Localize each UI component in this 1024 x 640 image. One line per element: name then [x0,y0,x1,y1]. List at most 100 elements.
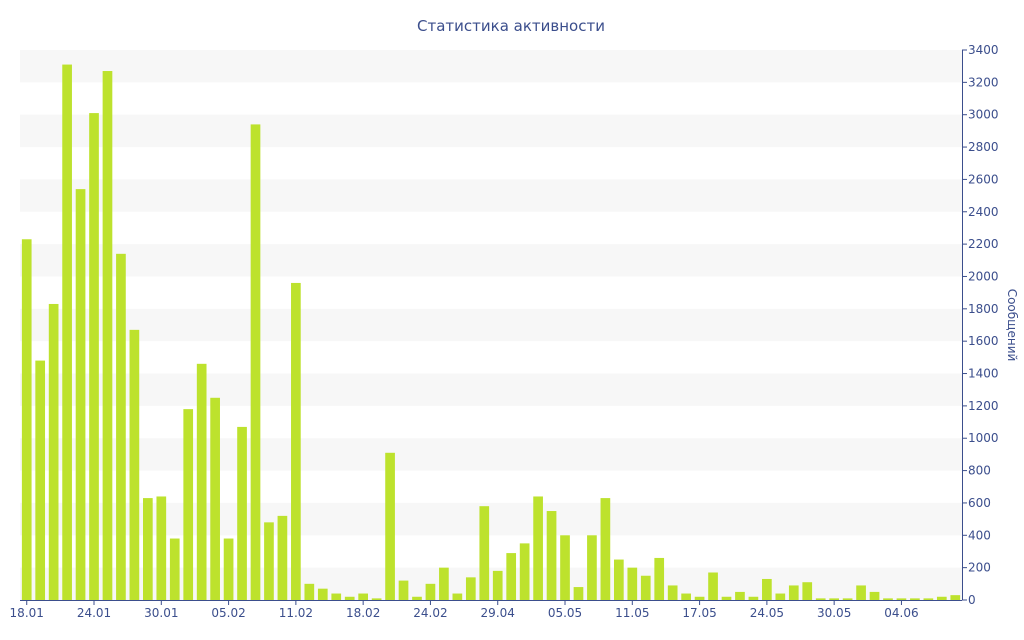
x-tick-label: 05.02 [211,606,245,620]
y-axis: 0 200 400 600 800 1000 1200 1400 1600 1800 2000 220… [962,43,999,607]
chart-title: Статистика активности [417,17,605,35]
bar [936,596,947,600]
x-tick-label: 30.05 [817,606,851,620]
bar [654,557,665,600]
bar [748,596,759,600]
x-tick-label: 24.05 [750,606,784,620]
bar [573,587,584,600]
bar [331,593,342,600]
bar [519,543,530,600]
y-tick-label: 2000 [968,269,999,283]
x-tick-label: 05.05 [548,606,582,620]
bar [291,282,301,600]
bar [883,598,893,600]
bar [856,585,866,600]
x-tick-label: 30.01 [144,606,178,620]
bar [102,71,113,600]
bar [89,113,99,600]
bar [842,598,853,600]
bar [156,496,167,600]
x-tick-label: 24.02 [413,606,447,620]
bar [116,253,126,600]
bar [910,598,920,600]
bar [210,397,220,600]
bar [506,553,517,600]
x-tick-label: 17.05 [682,606,716,620]
grid-band [20,50,962,83]
x-tick-label: 18.01 [10,606,44,620]
bar [358,593,368,600]
grid-band [20,373,962,406]
y-tick-label: 800 [968,464,991,478]
bar [398,580,409,600]
bar [640,575,651,600]
y-axis-title: Сообщений [1005,289,1019,362]
bar [48,303,59,600]
bar [196,363,207,600]
bar [533,496,543,600]
bar [143,498,153,600]
bar [425,583,436,600]
bar [439,567,449,600]
bar [62,64,72,600]
grid-band [20,502,962,536]
x-tick-label: 18.02 [346,606,380,620]
bar [869,591,880,600]
y-tick-label: 1600 [968,334,999,348]
bar [129,329,140,600]
bar [775,593,786,600]
x-tick-label: 11.02 [279,606,313,620]
bar [829,598,839,600]
bar [788,585,799,600]
grid-band [20,308,962,342]
bar [614,559,624,600]
bar [923,598,934,600]
bar [264,522,274,600]
bar [21,239,32,600]
y-tick-label: 1200 [968,399,999,413]
bar [560,535,570,600]
bar [681,593,691,600]
grid-band [20,179,962,212]
bar [317,588,328,600]
y-tick-label: 3400 [968,43,999,57]
grid-band [20,244,962,277]
bar [223,538,234,600]
bar [237,426,247,600]
bar [950,595,961,600]
bar [721,596,732,600]
y-tick-label: 2600 [968,172,999,186]
bar [600,498,611,600]
x-tick-label: 04.06 [884,606,918,620]
y-tick-label: 600 [968,496,991,510]
bar [465,577,476,600]
bar [35,360,46,600]
y-tick-label: 1800 [968,302,999,316]
bar [277,515,288,600]
bar [169,538,180,600]
bar [479,506,490,600]
grid-bands [20,50,962,600]
bar [412,596,422,600]
grid-band [20,438,962,471]
y-tick-label: 2400 [968,205,999,219]
y-tick-label: 3000 [968,108,999,122]
bars [21,64,961,600]
x-tick-label: 29.04 [481,606,515,620]
bar [304,583,315,600]
bar [694,596,705,600]
bar [802,582,813,600]
x-axis: 18.01 24.01 30.01 05.02 11.02 18.02 24.02 29.04… [10,600,919,620]
bar [815,598,826,600]
bar [896,598,907,600]
y-tick-label: 400 [968,528,991,542]
y-tick-label: 2800 [968,140,999,154]
x-tick-label: 11.05 [615,606,649,620]
y-tick-label: 0 [968,593,976,607]
bar [385,452,395,600]
bar [183,409,194,600]
y-tick-label: 2200 [968,237,999,251]
y-tick-label: 1400 [968,367,999,381]
y-tick-label: 1000 [968,431,999,445]
